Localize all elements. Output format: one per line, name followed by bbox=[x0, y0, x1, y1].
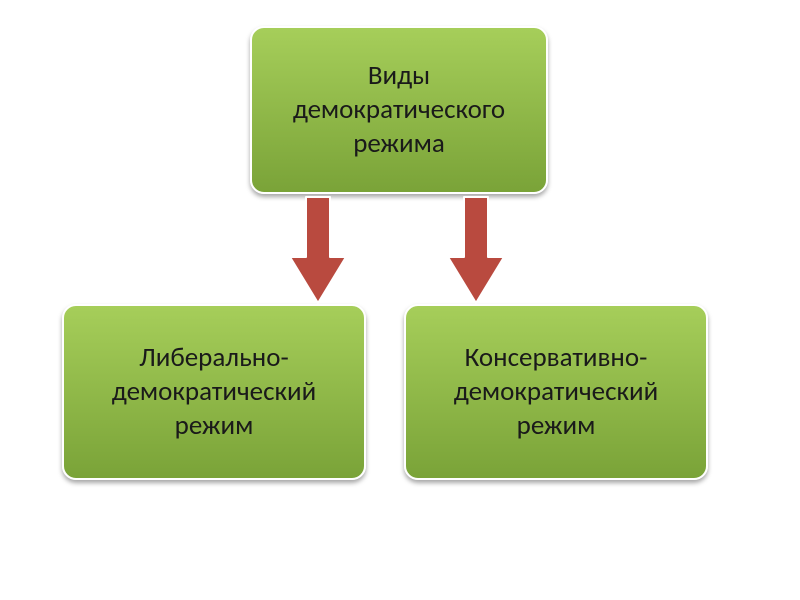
left-child-node: Либерально-демократический режим bbox=[62, 304, 366, 480]
right-child-label: Консервативно-демократический режим bbox=[416, 341, 696, 442]
root-node-label: Виды демократического режима bbox=[262, 59, 536, 160]
right-child-node: Консервативно-демократический режим bbox=[404, 304, 708, 480]
left-child-label: Либерально-демократический режим bbox=[74, 341, 354, 442]
arrow-down-icon bbox=[288, 195, 348, 305]
root-node: Виды демократического режима bbox=[250, 26, 548, 194]
arrow-down-icon bbox=[446, 195, 506, 305]
